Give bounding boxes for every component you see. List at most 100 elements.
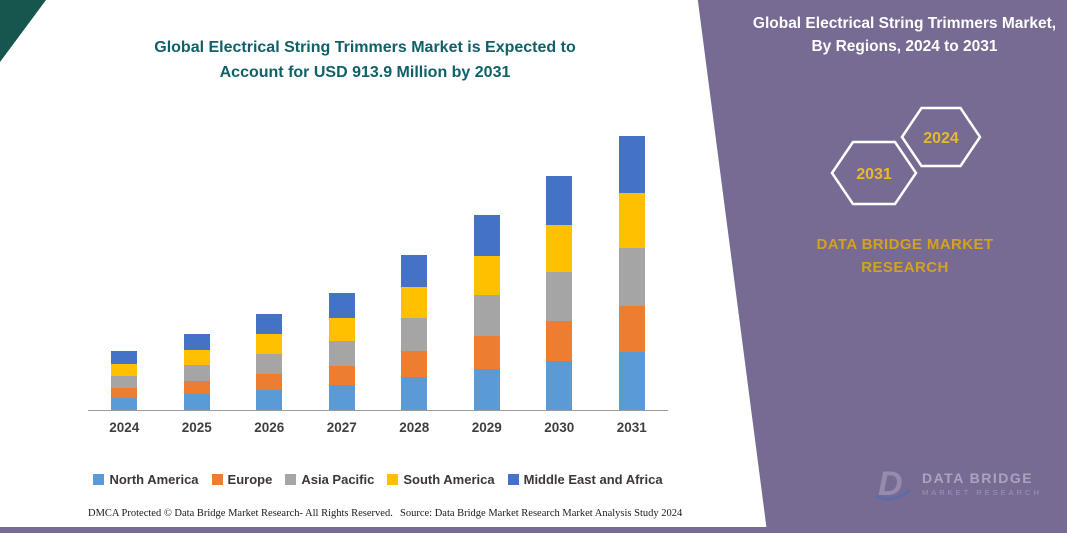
bar-stack [618, 135, 645, 410]
plot-area [88, 111, 668, 411]
bar-stack [401, 254, 428, 410]
bar-segment [183, 365, 210, 382]
bar-2025 [161, 111, 234, 410]
legend-swatch [211, 474, 223, 485]
bar-stack [111, 351, 138, 410]
year-hexagon-badges: 2031 2024 [830, 106, 982, 206]
legend-swatch [387, 474, 399, 485]
bar-2030 [523, 111, 596, 410]
bar-segment [256, 334, 283, 354]
bar-2024 [88, 111, 161, 410]
legend-item: South America [387, 472, 495, 487]
logo-watermark: D DATA BRIDGE MARKET RESEARCH [872, 462, 1042, 504]
hexagon-2024 [900, 106, 982, 168]
bar-stack [256, 314, 283, 410]
bar-2027 [306, 111, 379, 410]
legend-swatch [285, 474, 297, 485]
x-axis-label: 2026 [254, 420, 285, 435]
bar-segment [546, 360, 573, 410]
panel-title: Global Electrical String Trimmers Market… [752, 15, 1057, 56]
bar-segment [111, 387, 138, 398]
bar-segment [183, 334, 210, 351]
bar-segment [111, 375, 138, 388]
x-axis-label: 2029 [471, 420, 502, 435]
bottom-accent-strip [0, 527, 1067, 533]
brand-name: DATA BRIDGE MARKET RESEARCH [780, 233, 1030, 280]
bar-segment [473, 335, 500, 369]
bar-segment [401, 350, 428, 378]
bar-segment [328, 365, 355, 386]
bar-segment [328, 385, 355, 410]
bar-stack [183, 334, 210, 410]
bar-segment [256, 373, 283, 390]
bar-segment [111, 351, 138, 364]
source-note: Source: Data Bridge Market Research Mark… [400, 508, 683, 519]
bar-segment [401, 254, 428, 288]
legend-item: North America [93, 472, 199, 487]
legend-item: Asia Pacific [285, 472, 374, 487]
bar-segment [328, 293, 355, 318]
bar-2029 [451, 111, 524, 410]
badge-year-back: 2031 [856, 166, 892, 183]
x-axis-labels: 2024 2025 2026 2027 2028 2029 2030 2031 [88, 420, 668, 435]
bar-segment [183, 381, 210, 395]
legend: North America Europe Asia Pacific South Ame… [78, 472, 678, 487]
bar-segment [618, 248, 645, 306]
legend-swatch [93, 474, 105, 485]
bar-segment [328, 341, 355, 366]
bar-segment [111, 397, 138, 410]
legend-item: Middle East and Africa [507, 472, 663, 487]
bar-segment [473, 214, 500, 256]
bar-segment [618, 135, 645, 194]
bar-segment [618, 352, 645, 410]
bar-stack [328, 293, 355, 410]
bar-segment [111, 363, 138, 376]
data-bridge-logo-icon: D [875, 465, 911, 503]
bar-stack [473, 214, 500, 410]
bar-segment [618, 305, 645, 353]
bar-segment [256, 314, 283, 335]
legend-swatch [507, 474, 519, 485]
bar-segment [401, 318, 428, 351]
bar-segment [546, 175, 573, 225]
legend-label: Europe [227, 472, 273, 487]
chart-title: Global Electrical String Trimmers Market… [154, 39, 576, 81]
x-axis-label: 2028 [399, 420, 430, 435]
bar-segment [401, 287, 428, 319]
bar-segment [401, 377, 428, 410]
badge-year-front: 2024 [923, 130, 959, 147]
bar-segment [183, 394, 210, 410]
bar-segment [546, 320, 573, 361]
bar-segment [473, 255, 500, 295]
bar-2026 [233, 111, 306, 410]
bar-segment [183, 350, 210, 366]
bar-2028 [378, 111, 451, 410]
x-axis-label: 2031 [616, 420, 647, 435]
brand-line2: RESEARCH [861, 259, 949, 277]
x-axis-label: 2030 [544, 420, 575, 435]
legend-label: North America [109, 472, 199, 487]
watermark-subtitle: MARKET RESEARCH [922, 487, 1042, 497]
bar-segment [473, 368, 500, 410]
legend-item: Europe [211, 472, 273, 487]
bar-segment [546, 271, 573, 321]
bar-segment [618, 193, 645, 249]
legend-label: Asia Pacific [301, 472, 375, 487]
legend-label: South America [403, 472, 495, 487]
bar-stack [546, 175, 573, 410]
teal-corner-triangle [0, 0, 46, 62]
x-axis-label: 2024 [109, 420, 140, 435]
bar-segment [546, 224, 573, 272]
bar-segment [256, 389, 283, 410]
bar-2031 [596, 111, 669, 410]
hexagon-2031 [830, 140, 918, 206]
x-axis-label: 2025 [181, 420, 212, 435]
bar-segment [328, 317, 355, 342]
bar-segment [256, 353, 283, 374]
watermark-brand: DATA BRIDGE [922, 469, 1034, 486]
legend-label: Middle East and Africa [523, 472, 663, 487]
bar-segment [473, 294, 500, 336]
brand-line1: DATA BRIDGE MARKET [816, 236, 994, 253]
